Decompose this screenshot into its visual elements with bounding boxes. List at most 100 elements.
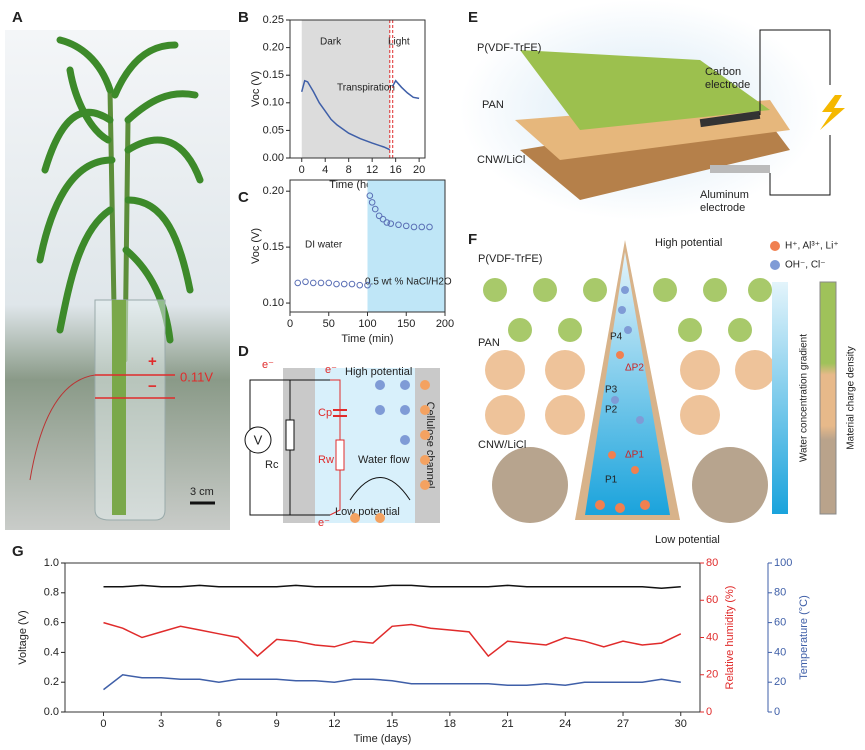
annotation: Dark bbox=[320, 37, 342, 48]
annotation: Light bbox=[388, 37, 410, 48]
x-axis-label: Time (min) bbox=[341, 333, 393, 345]
annotation: Transpiration bbox=[337, 83, 395, 94]
y-axis-label: Voc (V) bbox=[250, 228, 262, 264]
data-point bbox=[368, 199, 376, 206]
x-tick-label: 8 bbox=[346, 164, 352, 176]
channel-wall bbox=[415, 368, 440, 523]
pressure-label: ΔP1 bbox=[625, 450, 644, 461]
panel-letter: A bbox=[12, 9, 23, 26]
wire bbox=[29, 374, 96, 481]
legend-swatch bbox=[770, 260, 780, 270]
data-point bbox=[325, 279, 333, 287]
resistor bbox=[335, 439, 345, 471]
y-tick-label: 0.00 bbox=[263, 152, 284, 164]
y3-tick-label: 100 bbox=[774, 557, 792, 569]
electrode-label: Carbon electrode bbox=[705, 66, 750, 91]
data-point bbox=[356, 281, 364, 289]
gradient-bar bbox=[772, 282, 788, 514]
channel-water bbox=[585, 252, 670, 515]
shaded-region bbox=[367, 180, 445, 312]
rw-label: Rw bbox=[318, 454, 334, 466]
data-point bbox=[302, 278, 309, 286]
flow-label: Water flow bbox=[358, 454, 410, 466]
channel-water bbox=[315, 368, 415, 523]
annotation: DI water bbox=[305, 240, 343, 251]
legend-label: OH⁻, Cl⁻ bbox=[785, 260, 826, 271]
pressure-label: P3 bbox=[605, 385, 618, 396]
x-tick-label: 15 bbox=[386, 718, 398, 730]
gradient-label: Water concentration gradient bbox=[799, 334, 810, 462]
x-tick-label: 27 bbox=[617, 718, 629, 730]
x-tick-label: 30 bbox=[675, 718, 687, 730]
channel-label: Cellulose channel bbox=[424, 402, 436, 489]
electron-label: e⁻ bbox=[325, 364, 337, 376]
circuit-panel: V Rc Cp Rw e⁻ e⁻ e⁻ High potential Low p… bbox=[244, 359, 440, 529]
y-tick-label: 0.2 bbox=[44, 676, 59, 688]
ions bbox=[350, 380, 430, 523]
y-tick-label: 0.10 bbox=[263, 297, 284, 309]
y2-tick-label: 60 bbox=[706, 594, 718, 606]
data-point bbox=[317, 279, 325, 287]
data-point bbox=[375, 212, 383, 220]
data-point bbox=[426, 223, 433, 231]
y-tick-label: 0.05 bbox=[263, 124, 284, 136]
x-tick-label: 20 bbox=[413, 164, 425, 176]
x-tick-label: 6 bbox=[216, 718, 222, 730]
charge-bar bbox=[819, 281, 837, 515]
y3-tick-label: 40 bbox=[774, 646, 786, 658]
x-tick-label: 150 bbox=[397, 318, 415, 330]
electrode-label: Aluminum electrode bbox=[700, 189, 749, 214]
y3-axis-label: Temperature (°C) bbox=[798, 595, 810, 679]
voltage-label: 0.11V bbox=[180, 369, 213, 384]
y3-tick-label: 60 bbox=[774, 617, 786, 629]
x-tick-label: 200 bbox=[436, 318, 454, 330]
y2-tick-label: 40 bbox=[706, 631, 718, 643]
pvdf-spheres bbox=[483, 278, 772, 342]
data-point bbox=[348, 280, 356, 288]
voltmeter bbox=[244, 426, 272, 454]
data-point bbox=[366, 192, 374, 199]
ions bbox=[375, 380, 410, 445]
aluminum-electrode bbox=[710, 165, 770, 173]
x-tick-label: 12 bbox=[366, 164, 378, 176]
legend-swatch bbox=[770, 241, 780, 251]
high-potential: High potential bbox=[655, 237, 722, 249]
data-point bbox=[340, 280, 348, 288]
photo-panel: + − 0.11V 3 cm bbox=[5, 30, 230, 530]
panel-letter: G bbox=[12, 543, 24, 560]
x-tick-label: 0 bbox=[100, 718, 106, 730]
cnw-spheres bbox=[492, 447, 768, 523]
annotation: 0.5 wt % NaCl/H2O bbox=[365, 277, 452, 288]
y-tick-label: 0.6 bbox=[44, 617, 59, 629]
y-tick-label: 0.20 bbox=[263, 185, 284, 197]
y-tick-label: 1.0 bbox=[44, 557, 59, 569]
y2-tick-label: 80 bbox=[706, 557, 718, 569]
y-axis-label: Voltage (V) bbox=[17, 610, 29, 664]
cp-label: Cp bbox=[318, 407, 332, 419]
layer-label: PAN bbox=[482, 99, 504, 111]
layer-label: P(VDF-TrFE) bbox=[478, 253, 542, 265]
minus-sign: − bbox=[148, 378, 157, 395]
data-point bbox=[364, 281, 371, 289]
data-point bbox=[383, 219, 391, 226]
pressure-label: P1 bbox=[605, 475, 618, 486]
y2-axis-label: Relative humidity (%) bbox=[724, 586, 736, 690]
circuit-wire bbox=[759, 29, 831, 196]
y2-tick-label: 20 bbox=[706, 669, 718, 681]
plus-sign: + bbox=[148, 353, 157, 370]
x-tick-label: 18 bbox=[444, 718, 456, 730]
pressure-label: P4 bbox=[610, 332, 623, 343]
electron-label: e⁻ bbox=[318, 517, 330, 529]
x-tick-label: 0 bbox=[287, 318, 293, 330]
low-potential: Low potential bbox=[655, 534, 720, 546]
panel-letter: B bbox=[238, 9, 249, 26]
x-axis-label: Time (days) bbox=[354, 733, 412, 745]
charge-label: Material charge density bbox=[846, 346, 857, 449]
x-tick-label: 4 bbox=[322, 164, 328, 176]
voltmeter-label: V bbox=[254, 432, 263, 447]
x-tick-label: 24 bbox=[559, 718, 571, 730]
resistor bbox=[285, 419, 295, 451]
y3-tick-label: 0 bbox=[774, 706, 780, 718]
data-line bbox=[103, 674, 681, 691]
data-point bbox=[371, 205, 379, 213]
